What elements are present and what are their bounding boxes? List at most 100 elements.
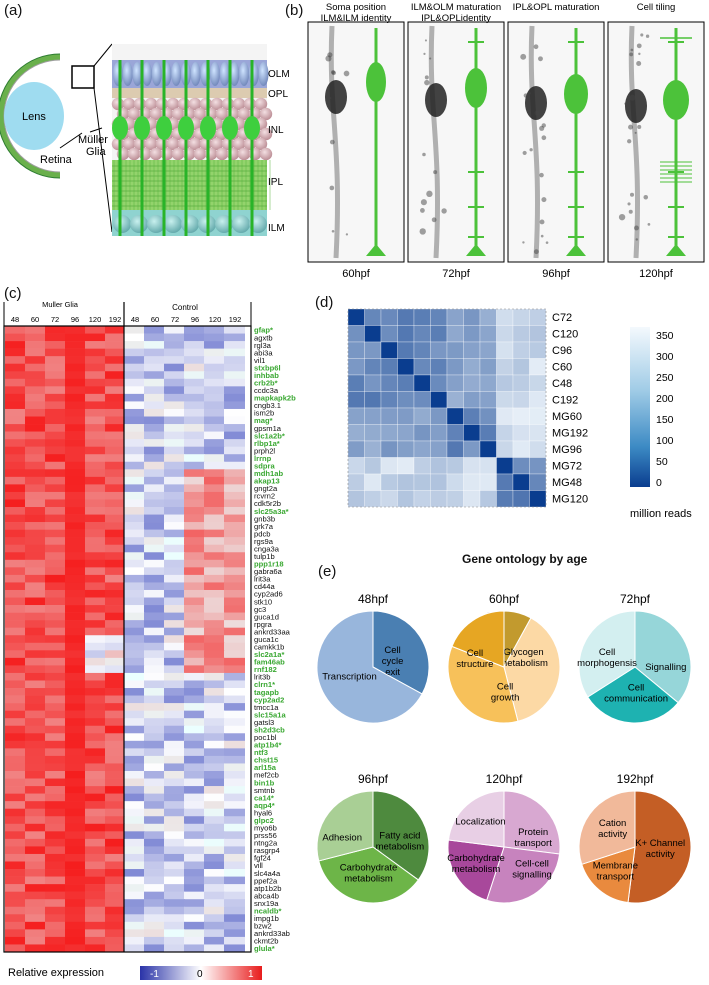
heatmap-cell bbox=[204, 431, 225, 440]
pie-age-label: 120hpf bbox=[486, 772, 523, 786]
heatmap-cell bbox=[164, 627, 185, 636]
heatmap-cell bbox=[25, 914, 45, 923]
heatmap-cell bbox=[124, 341, 145, 349]
micrograph-speck bbox=[534, 110, 540, 116]
heatmap-cell bbox=[124, 861, 145, 870]
heatmap-cell bbox=[85, 846, 105, 855]
micrograph-speck bbox=[637, 124, 642, 129]
heatmap-cell bbox=[184, 703, 205, 711]
heatmap-cell bbox=[224, 559, 245, 568]
heatmap-cell bbox=[124, 589, 145, 598]
gene-label: snx19a bbox=[254, 899, 279, 908]
matrix-cell bbox=[347, 440, 365, 458]
heatmap-cell bbox=[105, 341, 125, 349]
heatmap-cell bbox=[164, 469, 185, 478]
heatmap-cell bbox=[85, 635, 105, 644]
schematic-endfoot bbox=[566, 244, 586, 256]
gene-label: poc1bl bbox=[254, 733, 277, 742]
gene-label: arl15a bbox=[254, 763, 277, 772]
heatmap-cell bbox=[25, 371, 45, 380]
matrix-cell bbox=[430, 374, 448, 392]
heatmap-cell bbox=[144, 620, 165, 628]
heatmap-cell bbox=[65, 665, 85, 674]
matrix-cell bbox=[413, 325, 431, 343]
heatmap-cell bbox=[224, 567, 245, 576]
heatmap-cell bbox=[105, 672, 125, 681]
heatmap-cell bbox=[164, 861, 185, 870]
heatmap-cell bbox=[204, 341, 225, 349]
matrix-cell bbox=[529, 358, 547, 376]
heatmap-cell bbox=[105, 454, 125, 463]
gene-label: prph2l bbox=[254, 446, 275, 455]
heatmap-cell bbox=[105, 869, 125, 877]
heatmap-cell bbox=[204, 514, 225, 523]
heatmap-cell bbox=[224, 846, 245, 855]
gene-label: ncaldb* bbox=[254, 906, 281, 915]
heatmap-cell bbox=[124, 853, 145, 862]
matrix-cell bbox=[479, 440, 497, 458]
inl-nucleus bbox=[237, 147, 251, 161]
heatmap-cell bbox=[204, 899, 225, 908]
heatmap-cell bbox=[184, 906, 205, 915]
gene-label: gfap* bbox=[254, 326, 273, 335]
heatmap-cell bbox=[65, 514, 85, 523]
heatmap-cell bbox=[224, 921, 245, 930]
heatmap-cell bbox=[184, 416, 205, 425]
heatmap-cell bbox=[144, 356, 165, 365]
heatmap-cell bbox=[25, 401, 45, 410]
panel-e-label: (e) bbox=[318, 563, 337, 580]
heatmap-cell bbox=[124, 695, 145, 704]
matrix-cell bbox=[529, 440, 547, 458]
heatmap-cell bbox=[65, 484, 85, 493]
heatmap-cell bbox=[204, 831, 225, 840]
heatmap-cell bbox=[164, 408, 185, 417]
heatmap-cell bbox=[25, 831, 45, 840]
heatmap-cell bbox=[164, 424, 185, 432]
heatmap-cell bbox=[85, 733, 105, 742]
heatmap-cell bbox=[184, 507, 205, 515]
heatmap-cell bbox=[25, 899, 45, 908]
heatmap-cell bbox=[25, 356, 45, 365]
heatmap-cell bbox=[144, 703, 165, 711]
heatmap-cell bbox=[124, 793, 145, 802]
heatmap-cell bbox=[144, 348, 165, 357]
heatmap-cell bbox=[184, 484, 205, 493]
heatmap-cell bbox=[164, 552, 185, 561]
timepoint-label-ctrl: 60 bbox=[151, 315, 159, 324]
heatmap-cell bbox=[204, 378, 225, 387]
stage-title-1: Cell tiling bbox=[637, 2, 676, 13]
heatmap-cell bbox=[85, 499, 105, 508]
heatmap-cell bbox=[144, 929, 165, 938]
stage-time: 120hpf bbox=[639, 268, 674, 280]
matrix-cell bbox=[413, 308, 431, 326]
heatmap-cell bbox=[105, 650, 125, 659]
sample-label: MG96 bbox=[552, 444, 582, 456]
heatmap-cell bbox=[5, 921, 25, 930]
heatmap-cell bbox=[184, 695, 205, 704]
heatmap-cell bbox=[184, 650, 205, 659]
heatmap-cell bbox=[5, 786, 25, 794]
matrix-cell bbox=[380, 440, 398, 458]
heatmap-cell bbox=[224, 356, 245, 365]
heatmap-cell bbox=[45, 936, 65, 945]
heatmap-cell bbox=[164, 642, 185, 651]
heatmap-cell bbox=[184, 718, 205, 727]
heatmap-cell bbox=[224, 876, 245, 885]
matrix-cell bbox=[463, 391, 481, 409]
heatmap-cell bbox=[65, 861, 85, 870]
heatmap-cell bbox=[5, 574, 25, 583]
heatmap-cell bbox=[144, 869, 165, 877]
heatmap-cell bbox=[184, 446, 205, 455]
pie-panel: 48hpfCellcycleexitTranscription60hpfTran… bbox=[316, 592, 692, 904]
matrix-cell bbox=[496, 308, 514, 326]
matrix-cell bbox=[347, 341, 365, 359]
heatmap-cell bbox=[85, 567, 105, 576]
heatmap-cell bbox=[184, 537, 205, 546]
heatmap-cell bbox=[124, 770, 145, 779]
heatmap-cell bbox=[184, 929, 205, 938]
micrograph-speck bbox=[441, 208, 447, 214]
heatmap-cell bbox=[45, 356, 65, 365]
heatmap-cell bbox=[224, 537, 245, 546]
matrix-cell bbox=[496, 407, 514, 425]
heatmap-cell bbox=[184, 733, 205, 742]
